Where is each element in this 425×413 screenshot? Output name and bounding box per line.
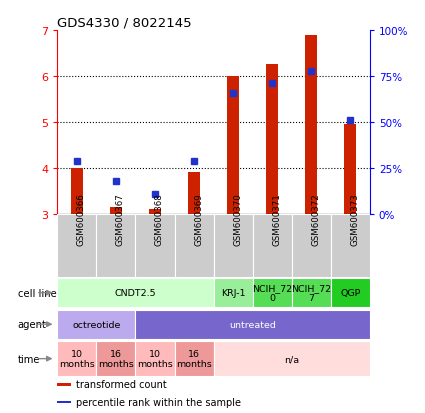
FancyBboxPatch shape [252, 278, 292, 307]
FancyBboxPatch shape [175, 342, 213, 376]
FancyBboxPatch shape [57, 214, 96, 277]
FancyBboxPatch shape [252, 214, 292, 277]
Text: NCIH_72
7: NCIH_72 7 [291, 283, 331, 303]
Bar [188, 173, 200, 214]
Bar [344, 125, 356, 214]
FancyBboxPatch shape [136, 342, 175, 376]
FancyBboxPatch shape [213, 214, 252, 277]
Text: octreotide: octreotide [72, 320, 121, 329]
Text: GSM600366: GSM600366 [77, 193, 86, 246]
Text: 16
months: 16 months [176, 349, 212, 368]
Bar [227, 77, 239, 214]
Text: 10
months: 10 months [137, 349, 173, 368]
Text: cell line: cell line [17, 288, 56, 298]
Bar [305, 36, 317, 214]
Text: 10
months: 10 months [59, 349, 95, 368]
Text: GSM600367: GSM600367 [116, 193, 125, 246]
FancyBboxPatch shape [136, 214, 175, 277]
Text: NCIH_72
0: NCIH_72 0 [252, 283, 292, 303]
FancyBboxPatch shape [96, 214, 136, 277]
FancyBboxPatch shape [57, 342, 96, 376]
Text: GSM600369: GSM600369 [194, 193, 203, 245]
Bar [149, 210, 161, 214]
Text: agent: agent [17, 319, 46, 330]
FancyBboxPatch shape [331, 214, 370, 277]
Text: percentile rank within the sample: percentile rank within the sample [76, 397, 241, 407]
Text: GSM600372: GSM600372 [311, 193, 320, 246]
FancyBboxPatch shape [136, 310, 370, 339]
FancyBboxPatch shape [175, 214, 213, 277]
Text: n/a: n/a [284, 354, 299, 363]
Text: GSM600368: GSM600368 [155, 193, 164, 246]
Text: GSM600373: GSM600373 [350, 193, 359, 246]
FancyBboxPatch shape [292, 214, 331, 277]
FancyBboxPatch shape [213, 342, 370, 376]
FancyBboxPatch shape [57, 278, 213, 307]
FancyBboxPatch shape [96, 342, 136, 376]
Text: GSM600370: GSM600370 [233, 193, 242, 246]
FancyBboxPatch shape [331, 278, 370, 307]
Text: GDS4330 / 8022145: GDS4330 / 8022145 [57, 17, 192, 30]
Text: QGP: QGP [340, 288, 360, 297]
FancyBboxPatch shape [57, 310, 136, 339]
Bar [57, 383, 71, 386]
Bar [266, 65, 278, 214]
Text: CNDT2.5: CNDT2.5 [115, 288, 156, 297]
Text: KRJ-1: KRJ-1 [221, 288, 245, 297]
Bar [110, 207, 122, 214]
Text: GSM600371: GSM600371 [272, 193, 281, 246]
Bar [57, 401, 71, 403]
Text: 16
months: 16 months [98, 349, 134, 368]
Bar [71, 169, 83, 214]
FancyBboxPatch shape [213, 278, 252, 307]
FancyBboxPatch shape [292, 278, 331, 307]
Text: transformed count: transformed count [76, 379, 167, 389]
Text: untreated: untreated [229, 320, 276, 329]
Text: time: time [17, 354, 40, 364]
